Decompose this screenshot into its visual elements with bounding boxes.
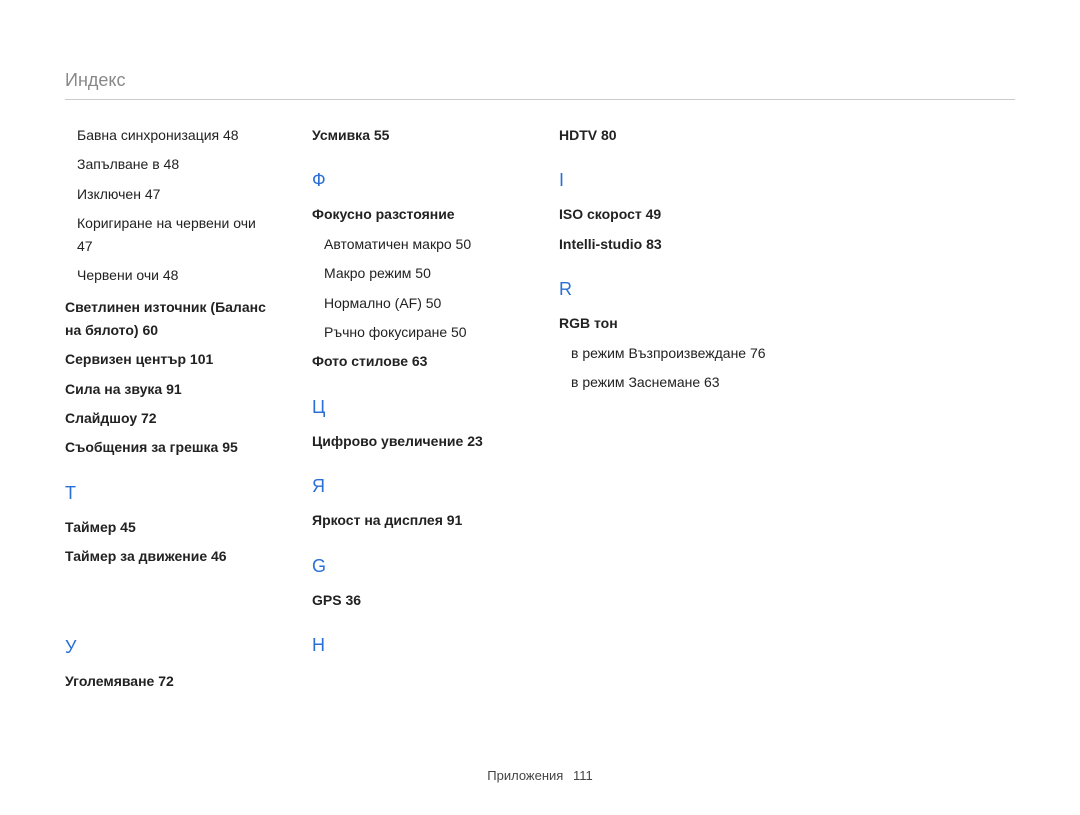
footer-label: Приложения xyxy=(487,768,563,783)
index-entry: GPS 36 xyxy=(312,589,521,611)
index-entry: Фокусно разстояние xyxy=(312,203,521,225)
index-sub-entry: в режим Заснемане 63 xyxy=(571,371,768,393)
column-4 xyxy=(806,124,1015,700)
index-entry: Intelli-studio 83 xyxy=(559,233,768,255)
index-entry: RGB тон xyxy=(559,312,768,334)
index-entry: Фото стилове 63 xyxy=(312,350,521,372)
index-entry: Таймер за движение 46 xyxy=(65,545,274,567)
index-letter-ya: Я xyxy=(312,476,521,497)
column-2: Усмивка 55 Ф Фокусно разстояние Автомати… xyxy=(312,124,521,700)
index-entry: Сила на звука 91 xyxy=(65,378,274,400)
index-sub-entry: Изключен 47 xyxy=(77,183,274,205)
index-entry: HDTV 80 xyxy=(559,124,768,146)
index-letter-h: H xyxy=(312,635,521,656)
column-1: Бавна синхронизация 48 Запълване в 48 Из… xyxy=(65,124,274,700)
index-sub-entry: Червени очи 48 xyxy=(77,264,274,286)
index-entry: Сервизен център 101 xyxy=(65,348,274,370)
index-letter-i: I xyxy=(559,170,768,191)
index-entry: Светлинен източник (Баланс на бялото) 60 xyxy=(65,296,274,341)
index-sub-entry: Ръчно фокусиране 50 xyxy=(324,321,521,343)
index-sub-entry: Макро режим 50 xyxy=(324,262,521,284)
footer-page-number: 111 xyxy=(573,768,593,783)
index-sub-entry: в режим Възпроизвеждане 76 xyxy=(571,342,768,364)
index-sub-entry: Запълване в 48 xyxy=(77,153,274,175)
column-3: HDTV 80 I ISO скорост 49 Intelli-studio … xyxy=(559,124,768,700)
index-letter-r: R xyxy=(559,279,768,300)
index-letter-t: Т xyxy=(65,483,274,504)
index-entry: Уголемяване 72 xyxy=(65,670,274,692)
index-letter-f: Ф xyxy=(312,170,521,191)
index-entry: Яркост на дисплея 91 xyxy=(312,509,521,531)
index-letter-g: G xyxy=(312,556,521,577)
index-columns: Бавна синхронизация 48 Запълване в 48 Из… xyxy=(65,124,1015,700)
page-title: Индекс xyxy=(65,70,1015,91)
index-letter-u: У xyxy=(65,637,274,658)
index-entry: ISO скорост 49 xyxy=(559,203,768,225)
index-entry: Цифрово увеличение 23 xyxy=(312,430,521,452)
index-entry: Слайдшоу 72 xyxy=(65,407,274,429)
index-entry: Усмивка 55 xyxy=(312,124,521,146)
title-rule xyxy=(65,99,1015,100)
index-sub-entry: Коригиране на червени очи 47 xyxy=(77,212,274,257)
index-sub-entry: Бавна синхронизация 48 xyxy=(77,124,274,146)
index-letter-ts: Ц xyxy=(312,397,521,418)
index-entry: Съобщения за грешка 95 xyxy=(65,436,274,458)
page-footer: Приложения 111 xyxy=(0,768,1080,783)
index-sub-entry: Автоматичен макро 50 xyxy=(324,233,521,255)
index-sub-entry: Нормално (AF) 50 xyxy=(324,292,521,314)
index-entry: Таймер 45 xyxy=(65,516,274,538)
